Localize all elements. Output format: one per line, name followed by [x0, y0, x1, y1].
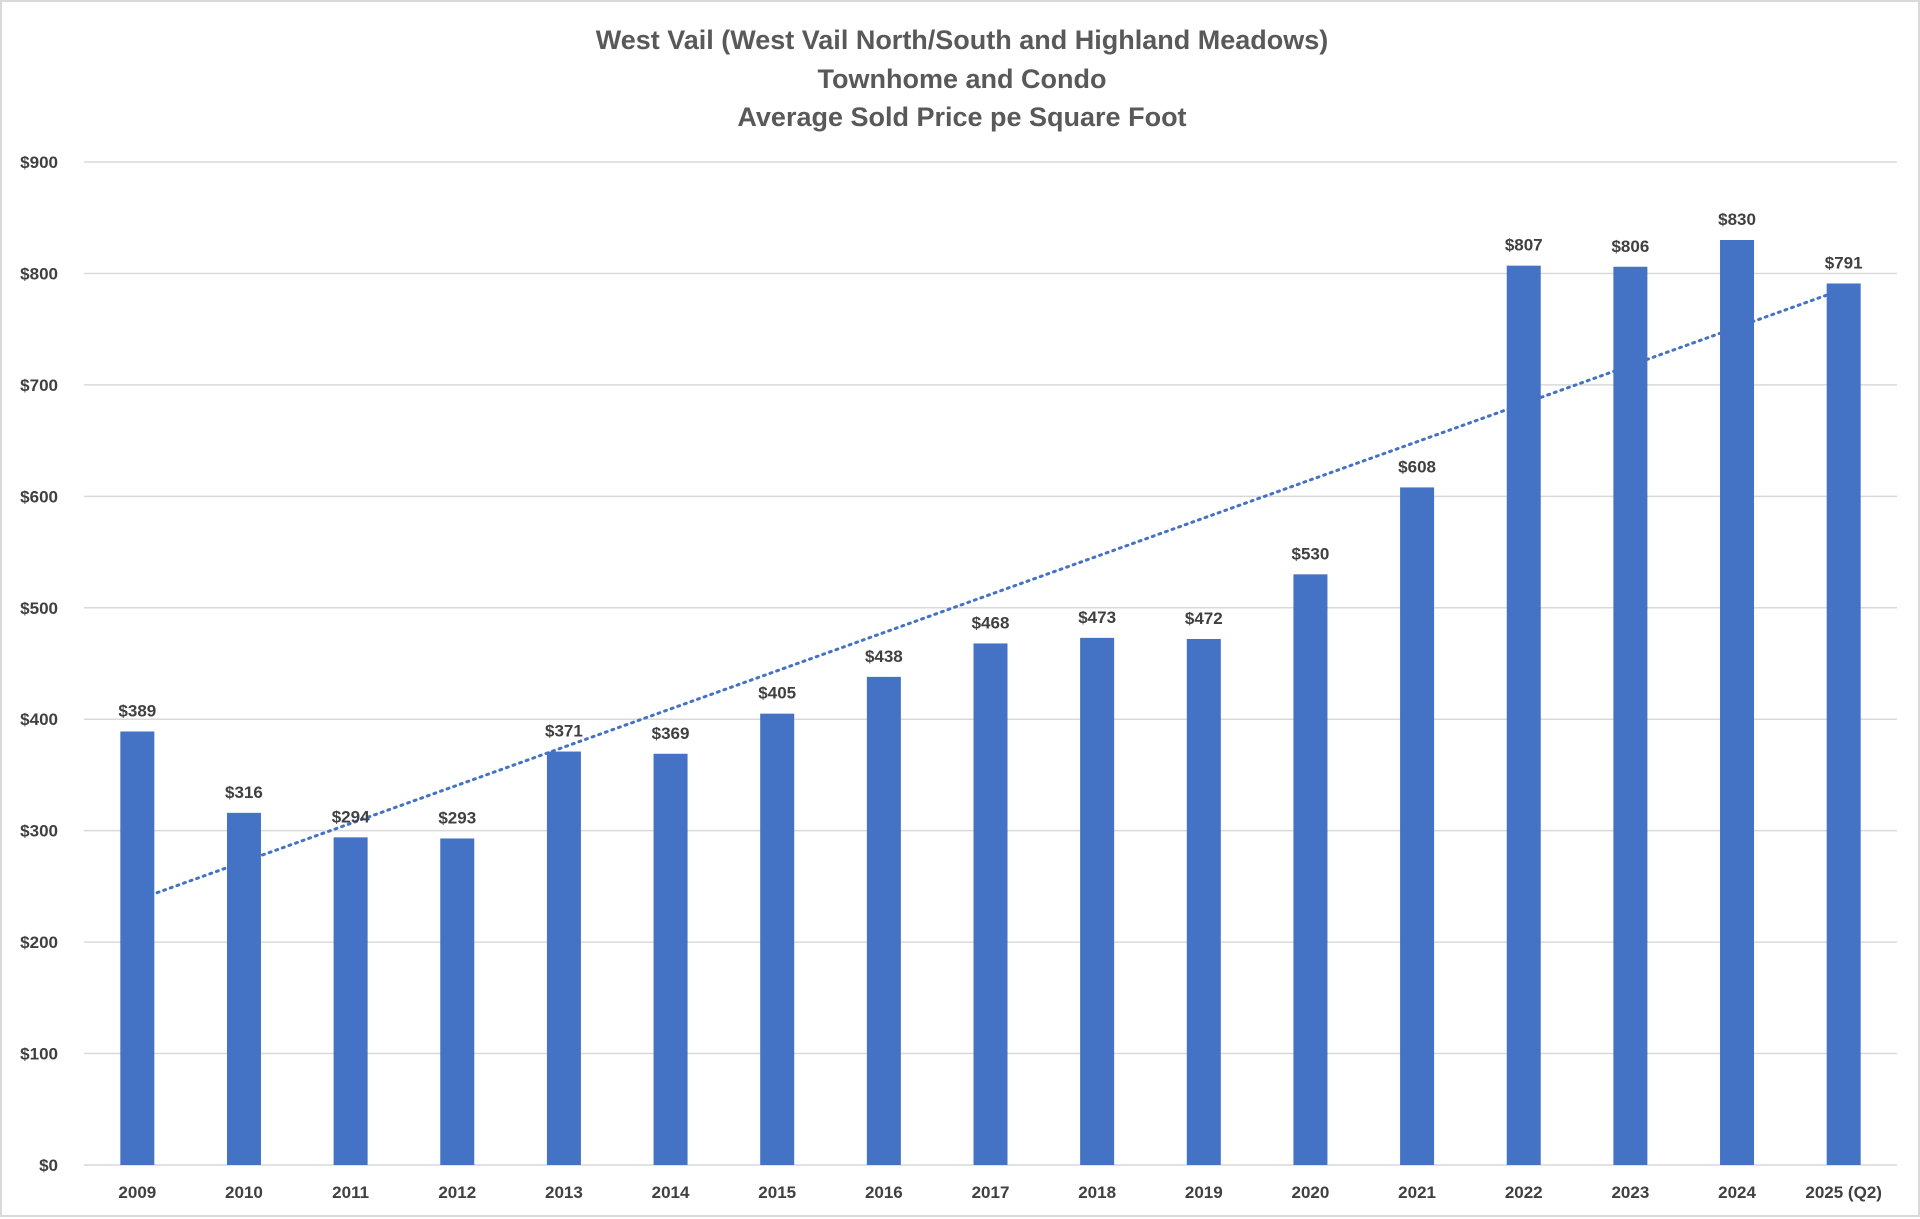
y-tick-label: $300: [20, 822, 58, 841]
bar-2011: [333, 837, 368, 1165]
x-tick-label: 2009: [118, 1183, 156, 1202]
y-tick-label: $0: [39, 1156, 58, 1175]
bar-2024: [1720, 240, 1755, 1165]
bar-2010: [226, 812, 261, 1165]
data-label: $316: [225, 783, 263, 802]
data-label: $472: [1185, 609, 1223, 628]
data-label: $371: [545, 722, 583, 741]
bar-2025-q2-: [1826, 283, 1861, 1165]
x-tick-label: 2013: [545, 1183, 583, 1202]
trendline: [135, 287, 1846, 902]
x-tick-label: 2020: [1292, 1183, 1330, 1202]
x-tick-label: 2012: [438, 1183, 476, 1202]
bar-2023: [1613, 266, 1648, 1165]
bar-2020: [1293, 574, 1328, 1165]
data-label: $530: [1292, 544, 1330, 563]
data-label: $294: [332, 807, 370, 826]
y-tick-label: $800: [20, 264, 58, 283]
bar-2019: [1186, 638, 1221, 1165]
y-tick-label: $900: [20, 153, 58, 172]
bar-2015: [760, 713, 795, 1165]
x-tick-label: 2011: [332, 1183, 369, 1202]
x-tick-label: 2024: [1718, 1183, 1756, 1202]
x-tick-label: 2016: [865, 1183, 903, 1202]
bar-2012: [440, 838, 475, 1165]
y-tick-label: $700: [20, 376, 58, 395]
data-label: $608: [1398, 457, 1436, 476]
data-label: $468: [972, 613, 1010, 632]
x-axis-tick-labels: 2009 2010 2011 2012 2013 2014 2015 2016 2017 2018…: [118, 1183, 1882, 1202]
bar-2017: [973, 643, 1008, 1165]
bar-2009: [120, 731, 155, 1165]
data-label: $389: [118, 701, 156, 720]
x-tick-label: 2019: [1185, 1183, 1223, 1202]
y-axis-tick-labels: $0 $100 $200 $300 $400 $500 $600 $700 $800 $900: [20, 153, 58, 1175]
chart-title-line-1: West Vail (West Vail North/South and Hig…: [596, 25, 1329, 55]
data-label: $830: [1718, 210, 1756, 229]
chart-title-line-2: Townhome and Condo: [818, 64, 1107, 94]
y-tick-label: $500: [20, 599, 58, 618]
bar-2016: [866, 676, 901, 1165]
bar-2018: [1080, 637, 1115, 1165]
bar-2013: [546, 751, 581, 1165]
bar-2021: [1400, 487, 1435, 1165]
data-label: $806: [1611, 237, 1649, 256]
data-label: $807: [1505, 236, 1543, 255]
x-tick-label: 2015: [758, 1183, 796, 1202]
data-label: $293: [438, 808, 476, 827]
chart-title-line-3: Average Sold Price pe Square Foot: [737, 102, 1186, 132]
y-tick-label: $200: [20, 933, 58, 952]
x-tick-label: 2025 (Q2): [1805, 1183, 1882, 1202]
y-tick-label: $100: [20, 1045, 58, 1064]
x-tick-label: 2018: [1078, 1183, 1116, 1202]
bar-2014: [653, 753, 688, 1165]
y-tick-label: $400: [20, 710, 58, 729]
data-label: $791: [1825, 253, 1863, 272]
data-label: $473: [1078, 608, 1116, 627]
trendline-line: [135, 287, 1846, 902]
data-label: $405: [758, 684, 796, 703]
x-tick-label: 2023: [1611, 1183, 1649, 1202]
bars: [120, 240, 1861, 1166]
x-tick-label: 2017: [972, 1183, 1010, 1202]
x-tick-label: 2022: [1505, 1183, 1543, 1202]
chart-title: West Vail (West Vail North/South and Hig…: [596, 25, 1329, 132]
bar-2022: [1506, 265, 1541, 1166]
x-tick-label: 2010: [225, 1183, 263, 1202]
data-labels: $389 $316 $294 $293 $371 $369 $405 $438 $468 $473…: [118, 210, 1862, 827]
data-label: $438: [865, 647, 903, 666]
x-tick-label: 2014: [652, 1183, 690, 1202]
x-tick-label: 2021: [1398, 1183, 1436, 1202]
data-label: $369: [652, 724, 690, 743]
y-tick-label: $600: [20, 487, 58, 506]
